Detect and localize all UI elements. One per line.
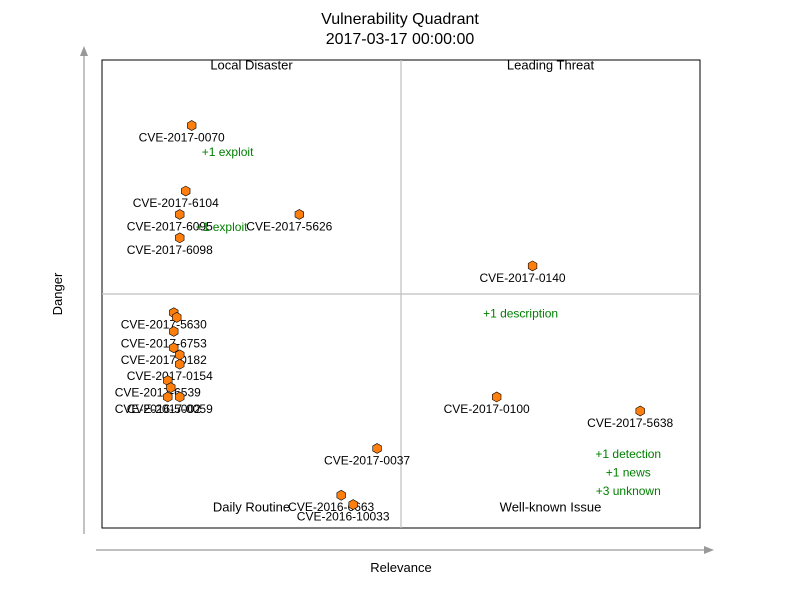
point-label: CVE-2017-6098 [127,243,213,257]
data-point [295,209,304,219]
data-point [349,500,358,510]
data-point [172,312,181,322]
point-label: CVE-2017-0140 [480,271,566,285]
point-label: CVE-2017-6539 [115,386,201,400]
point-label: CVE-2017-5630 [121,318,207,332]
point-label: CVE-2017-0182 [121,353,207,367]
point-label: CVE-2017-5626 [246,219,332,233]
point-label: CVE-2017-0037 [324,453,410,467]
data-point [163,392,172,402]
data-point [166,383,175,393]
data-point [528,261,537,271]
data-point [337,490,346,500]
data-point [636,406,645,416]
quadrant-label: Well-known Issue [500,500,602,515]
data-point [175,392,184,402]
vulnerability-quadrant-chart: Vulnerability Quadrant 2017-03-17 00:00:0… [0,0,800,600]
annotation: +1 exploit [196,220,248,234]
point-label: CVE-2017-6104 [133,196,219,210]
annotation: +1 news [606,466,651,480]
data-point [492,392,501,402]
x-axis-arrowhead [704,546,714,554]
annotation: +1 description [483,306,558,320]
point-label: CVE-2016-10033 [297,510,390,524]
data-point [373,443,382,453]
point-label: CVE-2017-0100 [444,402,530,416]
annotation: +1 exploit [202,145,254,159]
x-axis-label: Relevance [370,560,431,575]
point-label: CVE-2017-6753 [121,336,207,350]
annotation: +1 detection [595,447,661,461]
data-point [175,209,184,219]
data-point [175,359,184,369]
chart-title-2: 2017-03-17 00:00:00 [326,31,475,48]
point-label: CVE-2017-0070 [139,131,225,145]
data-point [169,326,178,336]
point-label: CVE-2017-5638 [587,416,673,430]
data-point [175,350,184,360]
chart-title-1: Vulnerability Quadrant [321,11,479,28]
quadrant-label: Leading Threat [507,57,595,72]
data-point [175,233,184,243]
y-axis-arrowhead [80,46,88,56]
y-axis-label: Danger [50,272,65,315]
point-label: CVE-2017-0059 [127,402,213,416]
quadrant-label: Local Disaster [210,57,293,72]
data-point [187,121,196,131]
annotation: +3 unknown [596,484,661,498]
quadrant-label: Daily Routine [213,500,290,515]
data-point [181,186,190,196]
